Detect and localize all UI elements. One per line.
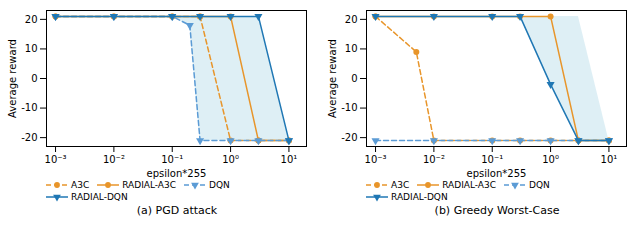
svg-text:10: 10 bbox=[25, 43, 38, 54]
svg-text:-10: -10 bbox=[21, 102, 37, 113]
svg-text:10⁻³: 10⁻³ bbox=[365, 154, 387, 165]
svg-text:10⁻¹: 10⁻¹ bbox=[481, 154, 503, 165]
html-text:RADIAL-DQN: RADIAL-DQN bbox=[71, 192, 128, 202]
svg-text:20: 20 bbox=[25, 14, 38, 25]
svg-text:-10: -10 bbox=[341, 102, 357, 113]
svg-text:0: 0 bbox=[31, 73, 37, 84]
html-text:(a) PGD attack: (a) PGD attack bbox=[136, 204, 218, 217]
svg-text:Average reward: Average reward bbox=[7, 39, 18, 118]
html-text:A3C: A3C bbox=[391, 180, 410, 190]
svg-text:10¹: 10¹ bbox=[281, 154, 298, 165]
svg-text:epsilon*255: epsilon*255 bbox=[467, 168, 527, 179]
html-text:DQN: DQN bbox=[209, 180, 230, 190]
svg-text:20: 20 bbox=[345, 14, 358, 25]
html-text:RADIAL-A3C: RADIAL-A3C bbox=[442, 180, 496, 190]
svg-text:-20: -20 bbox=[21, 132, 37, 143]
svg-text:-20: -20 bbox=[341, 132, 357, 143]
html-text:DQN: DQN bbox=[529, 180, 550, 190]
svg-text:epsilon*255: epsilon*255 bbox=[147, 168, 207, 179]
svg-text:0: 0 bbox=[351, 73, 357, 84]
html-text:A3C: A3C bbox=[71, 180, 90, 190]
svg-text:Average reward: Average reward bbox=[327, 39, 338, 118]
svg-text:10⁰: 10⁰ bbox=[542, 154, 559, 165]
svg-text:10: 10 bbox=[345, 43, 358, 54]
svg-text:10¹: 10¹ bbox=[601, 154, 618, 165]
svg-text:10⁻²: 10⁻² bbox=[103, 154, 125, 165]
svg-text:10⁻²: 10⁻² bbox=[423, 154, 445, 165]
html-text:RADIAL-A3C: RADIAL-A3C bbox=[122, 180, 176, 190]
svg-text:10⁻³: 10⁻³ bbox=[45, 154, 67, 165]
html-text:RADIAL-DQN: RADIAL-DQN bbox=[391, 192, 448, 202]
html-text:(b) Greedy Worst-Case: (b) Greedy Worst-Case bbox=[434, 204, 560, 217]
svg-text:10⁰: 10⁰ bbox=[222, 154, 239, 165]
svg-text:10⁻¹: 10⁻¹ bbox=[161, 154, 183, 165]
